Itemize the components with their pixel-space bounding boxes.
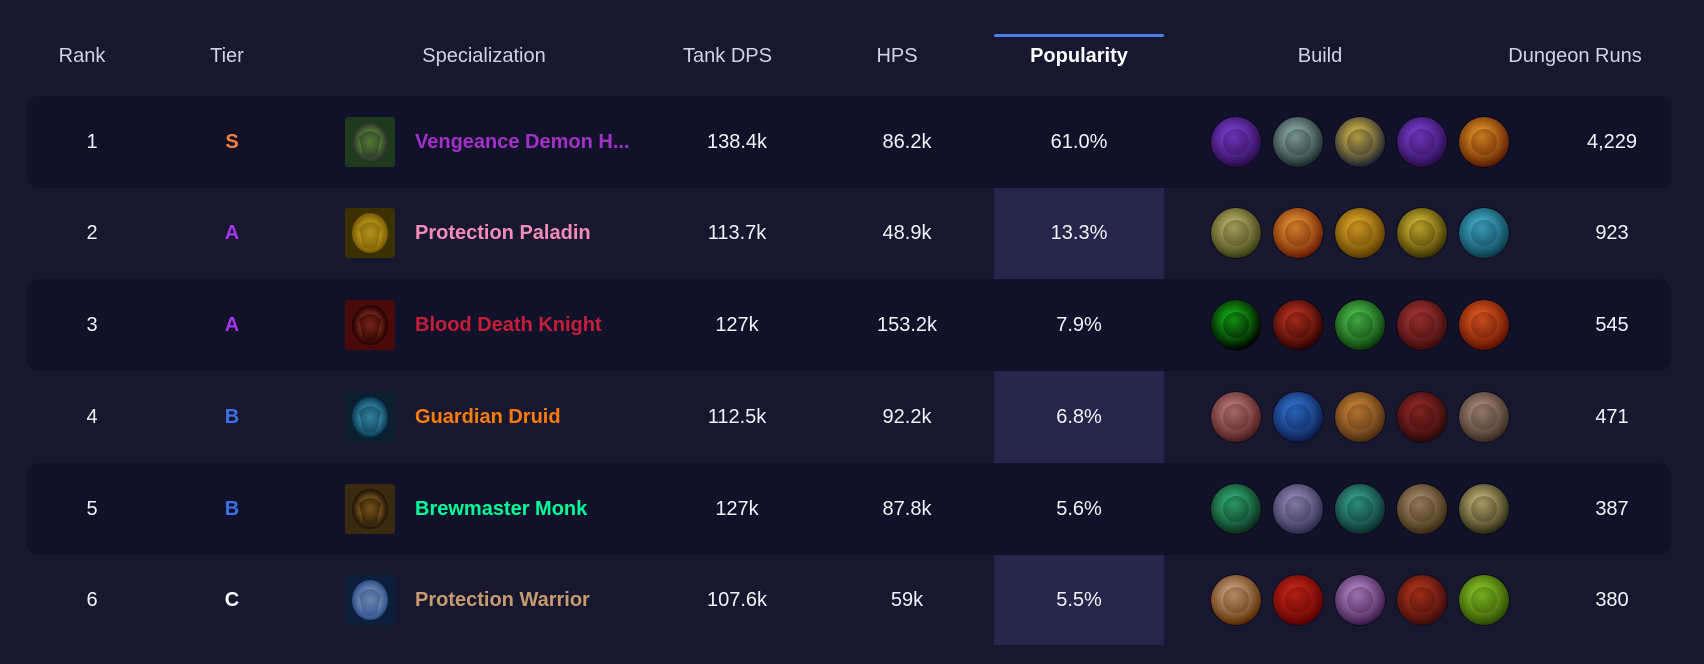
popularity-cell: 7.9% — [1056, 314, 1102, 336]
dungeon-runs-cell: 471 — [1595, 406, 1629, 428]
guardian-druid-icon — [345, 392, 395, 442]
tier-badge: B — [224, 498, 240, 520]
popularity-cell: 13.3% — [1050, 222, 1108, 244]
header-dungeon-runs[interactable]: Dungeon Runs — [1508, 45, 1642, 67]
header-tank-dps[interactable]: Tank DPS — [683, 45, 772, 67]
header-specialization[interactable]: Specialization — [422, 45, 546, 67]
spec-name-link[interactable]: Protection Warrior — [415, 589, 590, 611]
claw-wound-icon[interactable] — [1211, 392, 1261, 442]
flame-claw-icon[interactable] — [1459, 117, 1509, 167]
spec-name-link[interactable]: Guardian Druid — [415, 406, 561, 428]
vengeance-demon-hunter-icon — [345, 117, 395, 167]
header-build: Build — [1297, 45, 1343, 67]
green-portal-icon[interactable] — [1211, 300, 1261, 350]
bronze-plate-icon[interactable] — [1397, 484, 1447, 534]
golden-slash-icon[interactable] — [1335, 117, 1385, 167]
drunken-monk-icon[interactable] — [1459, 484, 1509, 534]
dungeon-runs-cell: 923 — [1595, 222, 1629, 244]
bone-claw-icon[interactable] — [1459, 392, 1509, 442]
header-tier[interactable]: Tier — [210, 45, 244, 67]
popularity-cell: 5.6% — [1056, 498, 1102, 520]
rage-demon-icon[interactable] — [1397, 575, 1447, 625]
tank-dps-cell: 127k — [715, 314, 759, 336]
rank-cell: 2 — [86, 222, 98, 244]
dungeon-runs-cell: 387 — [1595, 498, 1629, 520]
table-row[interactable]: 3 A Blood Death Knight 127k 153.2k 7.9% — [27, 279, 1671, 371]
hps-cell: 87.8k — [882, 498, 932, 520]
hps-cell: 86.2k — [882, 131, 932, 153]
steel-shield-icon[interactable] — [1211, 575, 1261, 625]
demon-skull-icon[interactable] — [1273, 117, 1323, 167]
hps-cell: 59k — [890, 589, 924, 611]
dungeon-runs-cell: 545 — [1595, 314, 1629, 336]
dark-skull-icon[interactable] — [1273, 300, 1323, 350]
blood-death-knight-icon — [345, 300, 395, 350]
sort-indicator — [994, 34, 1164, 37]
tank-dps-cell: 107.6k — [706, 589, 768, 611]
spec-name-link[interactable]: Protection Paladin — [415, 222, 591, 244]
green-ogre-icon[interactable] — [1459, 575, 1509, 625]
popularity-cell: 61.0% — [1050, 131, 1108, 153]
burning-heart-icon[interactable] — [1459, 300, 1509, 350]
fist-strike-icon[interactable] — [1335, 392, 1385, 442]
tier-badge: B — [224, 406, 240, 428]
table-row[interactable]: 5 B Brewmaster Monk 127k 87.8k 5.6% — [27, 463, 1671, 555]
hps-cell: 153.2k — [876, 314, 938, 336]
purple-wind-icon[interactable] — [1273, 484, 1323, 534]
golden-helm-icon[interactable] — [1397, 208, 1447, 258]
tank-dps-cell: 112.5k — [707, 406, 767, 428]
protection-warrior-icon — [345, 575, 395, 625]
popularity-cell: 6.8% — [1056, 406, 1102, 428]
void-sphere-icon[interactable] — [1397, 117, 1447, 167]
protection-paladin-icon — [345, 208, 395, 258]
holy-fire-icon[interactable] — [1273, 208, 1323, 258]
rank-cell: 5 — [86, 498, 98, 520]
chain-gear-icon[interactable] — [1459, 208, 1509, 258]
table-row[interactable]: 4 B Guardian Druid 112.5k 92.2k 6.8% — [27, 371, 1671, 463]
hps-cell: 92.2k — [882, 406, 932, 428]
table-header: Rank Tier Specialization Tank DPS HPS Po… — [0, 34, 1704, 78]
header-hps[interactable]: HPS — [876, 45, 918, 67]
jade-swirl-icon[interactable] — [1211, 484, 1261, 534]
screaming-face-icon[interactable] — [1335, 575, 1385, 625]
rank-cell: 3 — [86, 314, 98, 336]
tier-badge: S — [225, 131, 239, 153]
jade-blade-icon[interactable] — [1335, 484, 1385, 534]
bloody-blade-icon[interactable] — [1397, 300, 1447, 350]
table-row[interactable]: 2 A Protection Paladin 113.7k 48.9k 13.3% — [27, 187, 1671, 279]
brewmaster-monk-icon — [345, 484, 395, 534]
red-rush-icon[interactable] — [1273, 575, 1323, 625]
lion-head-icon[interactable] — [1211, 208, 1261, 258]
spec-name-link[interactable]: Blood Death Knight — [415, 314, 602, 336]
hps-cell: 48.9k — [882, 222, 932, 244]
rank-cell: 1 — [86, 131, 98, 153]
blue-swirl-icon[interactable] — [1273, 392, 1323, 442]
spec-name-link[interactable]: Vengeance Demon H... — [415, 131, 630, 153]
table-row[interactable]: 1 S Vengeance Demon H... 138.4k 86.2k 61.0% — [27, 96, 1671, 188]
popularity-cell: 5.5% — [1056, 589, 1102, 611]
tank-dps-cell: 113.7k — [707, 222, 767, 244]
bear-roar-icon[interactable] — [1397, 392, 1447, 442]
tier-badge: A — [224, 314, 240, 336]
golden-aura-icon[interactable] — [1335, 208, 1385, 258]
tank-dps-cell: 138.4k — [706, 131, 768, 153]
rank-cell: 6 — [86, 589, 98, 611]
dungeon-runs-cell: 4,229 — [1586, 131, 1638, 153]
tier-badge: C — [224, 589, 240, 611]
green-skull-icon[interactable] — [1335, 300, 1385, 350]
dungeon-runs-cell: 380 — [1595, 589, 1629, 611]
rank-cell: 4 — [86, 406, 98, 428]
table-row[interactable]: 6 C Protection Warrior 107.6k 59k 5.5% — [27, 554, 1671, 646]
spec-name-link[interactable]: Brewmaster Monk — [415, 498, 588, 520]
void-sphere-icon[interactable] — [1211, 117, 1261, 167]
tank-dps-cell: 127k — [715, 498, 759, 520]
header-rank[interactable]: Rank — [58, 45, 106, 67]
header-popularity[interactable]: Popularity — [1030, 45, 1128, 67]
tier-badge: A — [224, 222, 240, 244]
